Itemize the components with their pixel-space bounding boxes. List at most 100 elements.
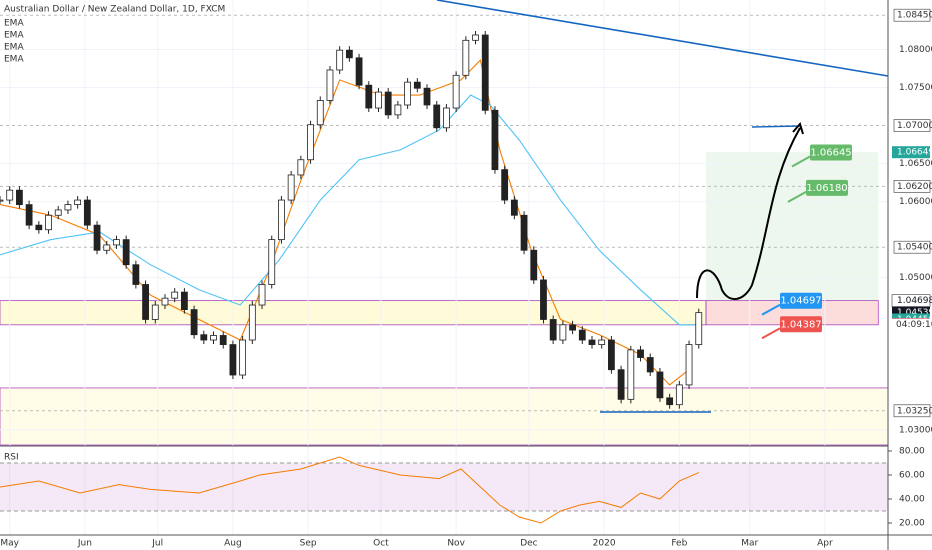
callout [780,292,822,309]
price-tag [891,294,931,307]
x-tick-label: Jun [77,539,92,549]
level-label: 1.08450 [897,11,932,21]
callout-label: 1.04387 [780,319,821,330]
price-tag-label: 1.06649 [897,148,932,158]
callout-label: 1.06645 [810,148,851,159]
x-tick-label: Oct [373,539,389,549]
candle [413,81,421,89]
level-tag [893,119,931,132]
candle [326,69,334,101]
level-tag [893,8,931,22]
level-label: 1.07000 [897,121,932,131]
candle [559,324,567,341]
target-line [751,125,801,128]
candle [530,249,538,281]
candle [423,87,431,106]
candle [666,397,674,406]
candle [64,204,72,211]
y-tick-label: 1.06000 [899,197,932,207]
callout-label: 1.06180 [806,183,847,194]
projection-arrow [792,121,804,135]
candle [45,214,52,231]
candle [375,91,382,109]
candle [190,309,198,336]
zone [0,300,707,326]
candle [384,91,392,116]
candle [6,189,14,201]
candle [588,339,596,345]
candle [520,214,528,251]
rsi-label: RSI [4,453,19,463]
candle [171,291,179,299]
candle [35,224,43,231]
x-tick-label: 2020 [593,539,616,549]
candle [637,349,644,358]
candle [268,239,276,285]
candle [685,344,693,386]
candle [462,39,470,76]
candle [0,199,4,202]
candle [646,357,654,373]
callout-label: 1.04697 [780,296,821,307]
level-label: 1.03250 [897,406,932,416]
callout [810,144,852,161]
level-label: 1.05400 [897,243,932,253]
candle [569,324,576,331]
candle [481,34,489,111]
x-tick-label: Dec [520,539,537,549]
candle [54,209,62,216]
x-tick-label: Sep [300,539,317,549]
callout [780,316,822,333]
indicator-label: EMA [4,55,24,65]
chart-title: Australian Dollar / New Zealand Dollar, … [4,5,225,15]
x-tick-label: Apr [817,539,833,549]
countdown-box [892,318,930,331]
candle [365,84,373,109]
callout-pointer [791,155,811,168]
candle [142,284,149,320]
candle [113,239,120,246]
candle [200,334,208,341]
y-tick-label: 1.08000 [899,45,932,55]
candle [239,339,247,376]
candle [229,344,237,376]
y-tick-label: 1.03000 [899,425,932,435]
y-tick-label: 1.06500 [899,159,932,169]
candle [540,279,547,320]
candle [549,319,557,341]
candle [617,369,625,400]
candle [627,349,635,400]
candle [675,384,683,406]
price-tag-label: 1.04698 [897,296,932,306]
countdown: 04:09:10 [896,320,932,330]
candle [16,189,23,206]
candle [394,104,402,116]
callout-pointer [761,303,781,316]
candle [491,109,499,171]
x-tick-label: Nov [447,539,465,549]
candle [578,329,586,341]
candle [472,34,479,41]
candle [287,174,295,201]
rsi-tick-label: 40.00 [899,494,925,504]
level-tag [893,404,931,418]
candle [248,304,256,341]
y-tick-label: 1.05000 [899,273,932,283]
candle [316,100,324,126]
zone [0,387,889,446]
rsi-tick-label: 20.00 [899,518,925,528]
indicator-label: EMA [4,31,24,41]
candle [307,124,314,161]
level-label: 1.06200 [897,182,932,192]
candle [122,239,130,266]
x-tick-label: May [0,539,19,549]
candle [336,49,344,71]
candle [510,199,518,216]
candle [355,57,363,86]
candle [297,159,305,176]
candle [608,339,615,371]
indicator-label: EMA [4,19,24,29]
trend-line [436,0,889,77]
